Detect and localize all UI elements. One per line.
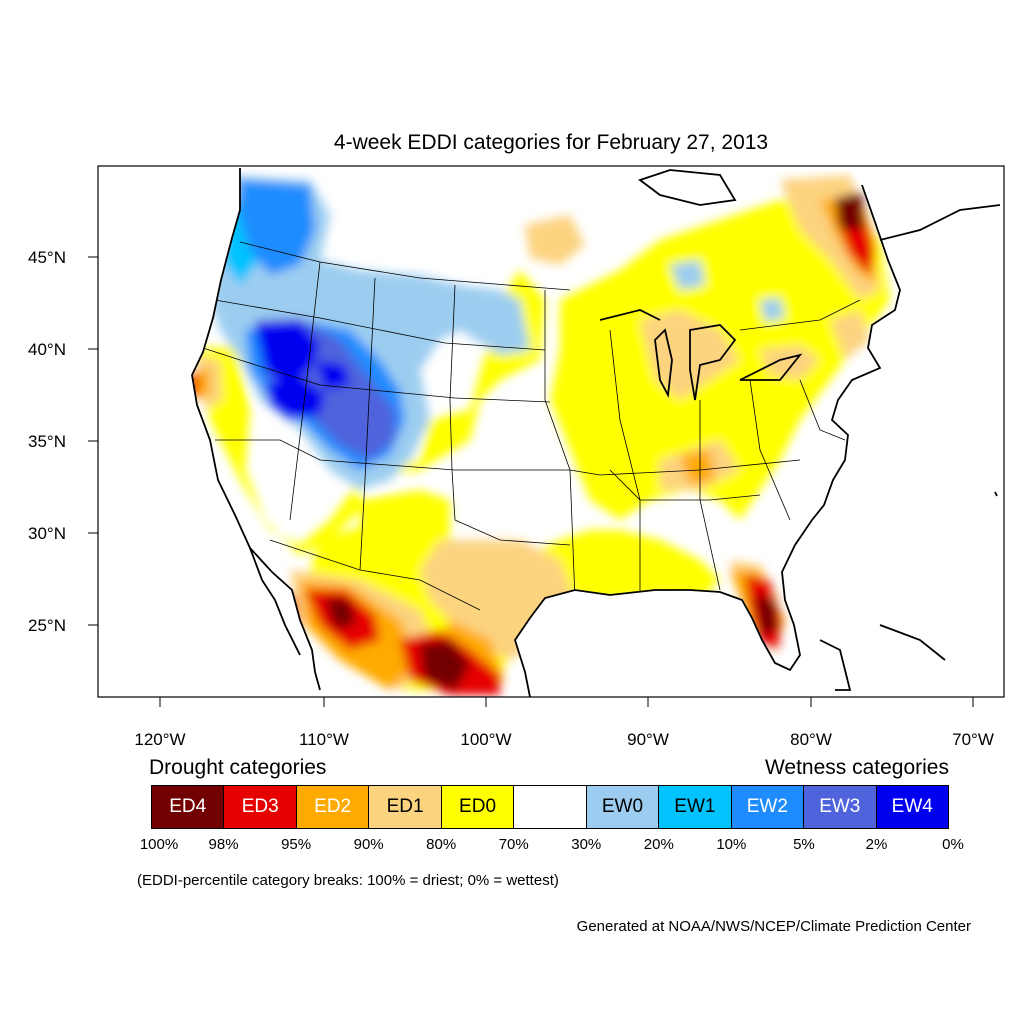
lon-label-120: 120°W (134, 730, 185, 749)
legend-box-ed0: ED0 (441, 786, 515, 828)
political-boundaries (199, 241, 861, 611)
legend-colorbar: ED4 ED3 ED2 ED1 ED0 EW0 EW1 EW2 EW3 EW4 (151, 785, 949, 829)
lon-label-80: 80°W (790, 730, 832, 749)
lon-ticks (159, 697, 974, 707)
map-frame (97, 165, 1005, 698)
lat-ticks (88, 256, 98, 626)
legend-box-ed4: ED4 (152, 786, 225, 828)
coastlines (191, 168, 1001, 697)
legend-break-label: 95% (281, 836, 312, 853)
lat-label-25: 25°N (28, 616, 66, 635)
lat-label-35: 35°N (28, 432, 66, 451)
legend-break-label: 100% (139, 836, 179, 853)
legend-break-label: 70% (498, 836, 529, 853)
legend-break-label: 30% (571, 836, 602, 853)
lat-label-45: 45°N (28, 248, 66, 267)
lat-label-30: 30°N (28, 524, 66, 543)
credit-line: Generated at NOAA/NWS/NCEP/Climate Predi… (576, 918, 971, 935)
legend-break-label: 80% (426, 836, 457, 853)
legend-box-ew1: EW1 (659, 786, 732, 828)
map-title: 4-week EDDI categories for February 27, … (333, 131, 769, 154)
legend-box-ew2: EW2 (731, 786, 805, 828)
drought-categories-title: Drought categories (149, 756, 327, 779)
lon-label-110: 110°W (299, 730, 349, 749)
legend-box-ew3: EW3 (804, 786, 877, 828)
legend-break-label: 10% (716, 836, 747, 853)
legend-break-label: 98% (208, 836, 239, 853)
lon-label-70: 70°W (952, 730, 994, 749)
legend-box-ew0: EW0 (586, 786, 660, 828)
legend-break-label: 20% (643, 836, 674, 853)
legend-break-label: 0% (942, 836, 964, 853)
legend-box-normal (514, 786, 587, 828)
category-breaks-note: (EDDI-percentile category breaks: 100% =… (137, 872, 559, 889)
legend-box-ew4: EW4 (876, 786, 948, 828)
legend-box-ed1: ED1 (369, 786, 442, 828)
legend-breaks: 100% 98% 95% 90% 80% 70% 30% 20% 10% 5% 2% 0% (0, 836, 1024, 856)
legend-break-label: 5% (793, 836, 815, 853)
legend-break-label: 2% (865, 836, 888, 853)
legend-break-label: 90% (353, 836, 384, 853)
lon-label-100: 100°W (460, 730, 511, 749)
wetness-categories-title: Wetness categories (764, 756, 949, 779)
lon-label-90: 90°W (627, 730, 669, 749)
lat-label-40: 40°N (28, 340, 66, 359)
legend-box-ed3: ED3 (224, 786, 297, 828)
legend-box-ed2: ED2 (296, 786, 370, 828)
